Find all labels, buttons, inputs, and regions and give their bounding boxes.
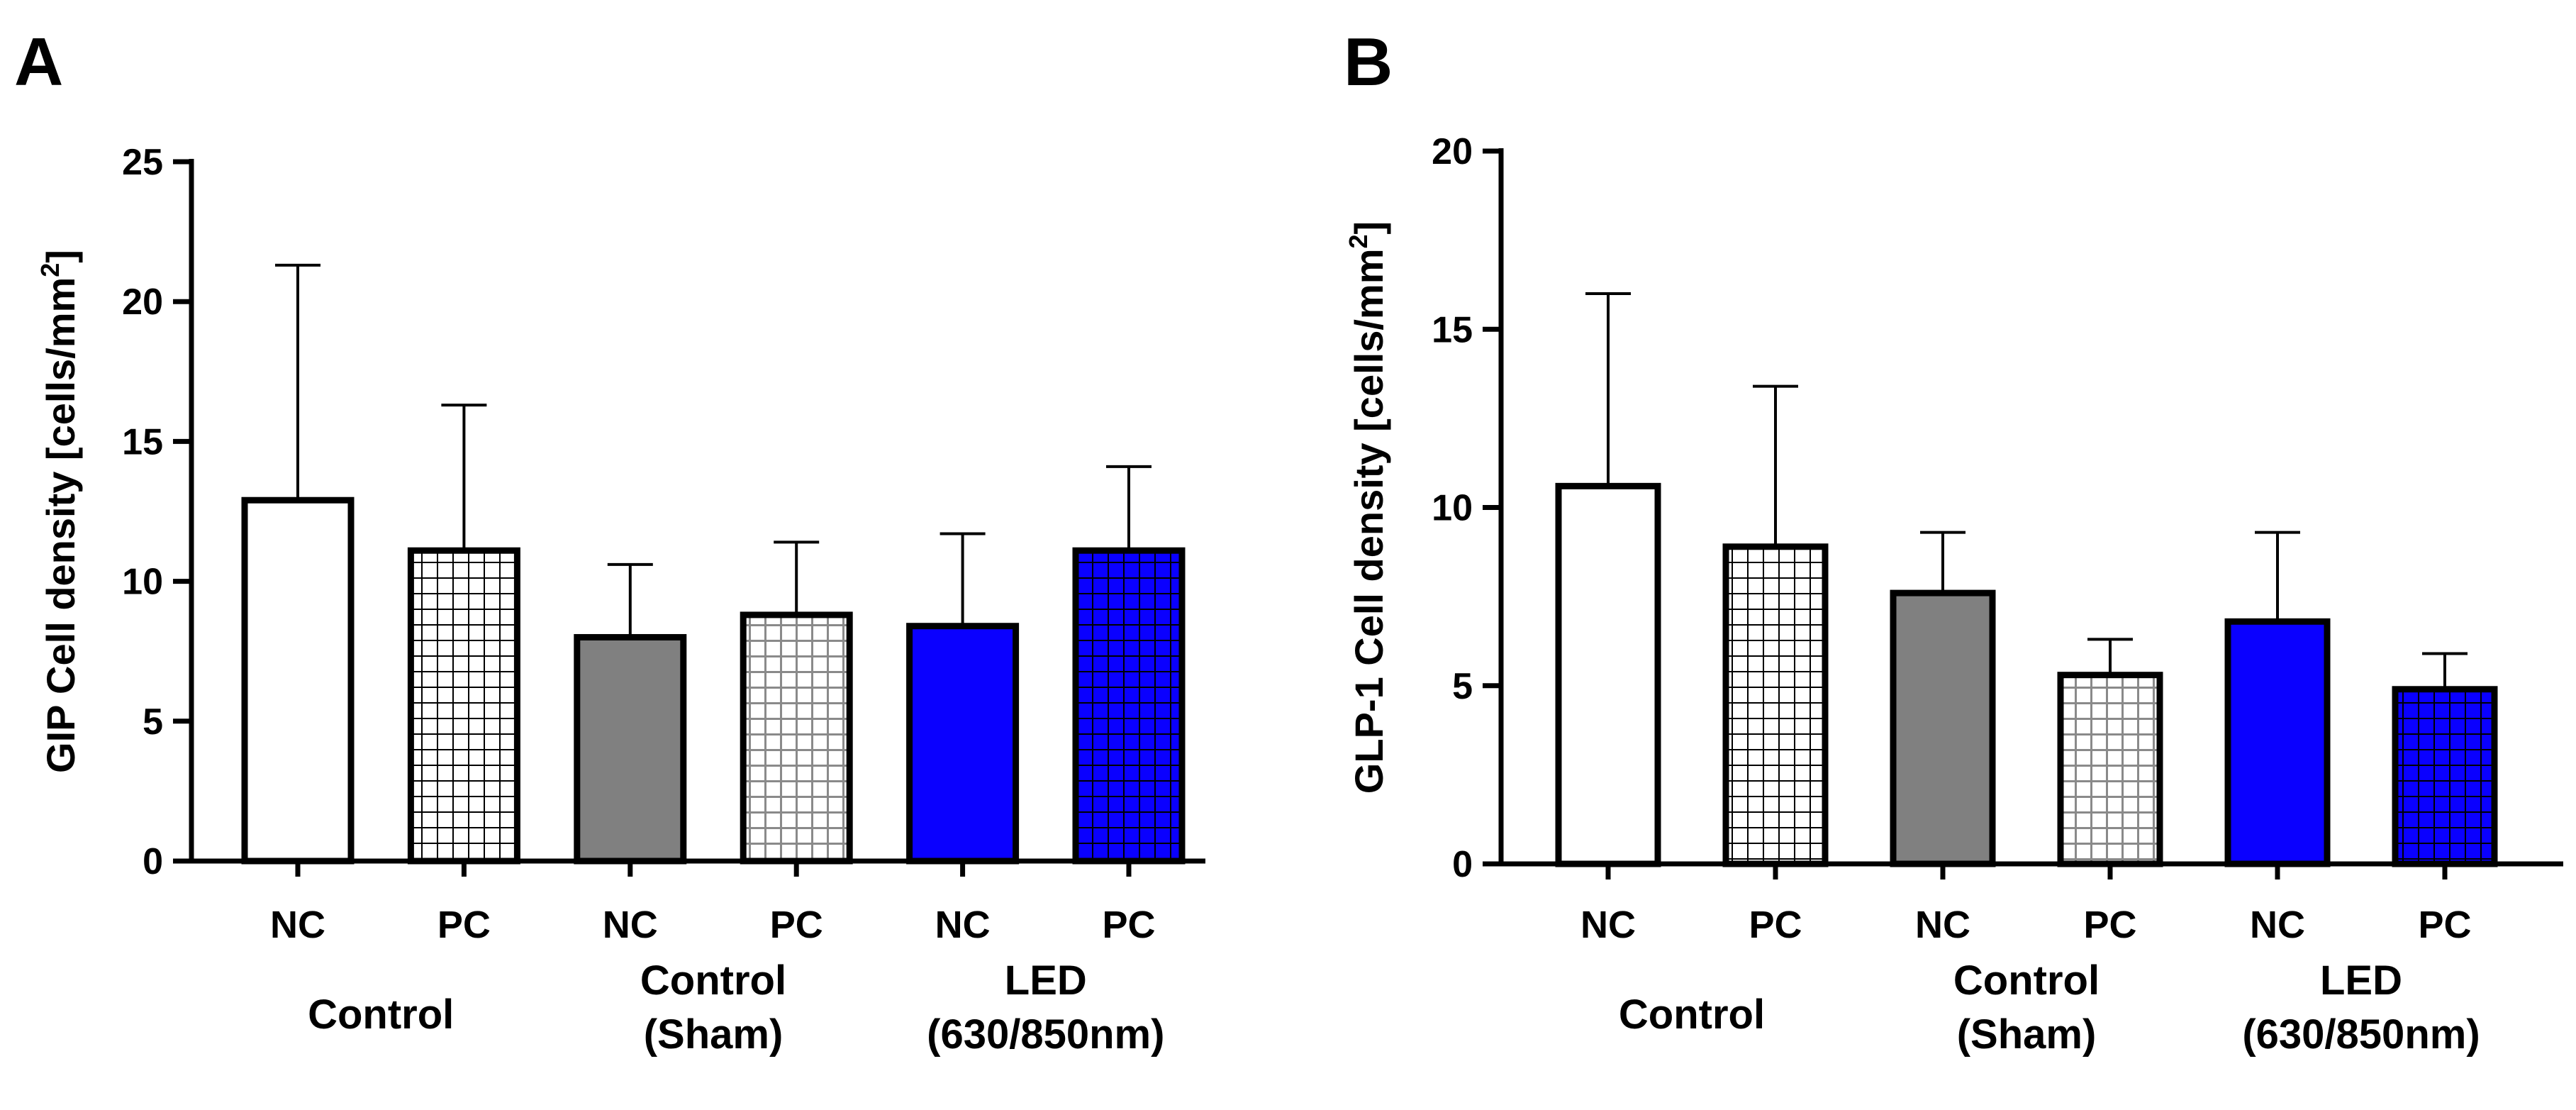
x-tick-label: NC <box>935 904 991 946</box>
y-tick-label: 20 <box>122 282 163 323</box>
group-label: (Sham) <box>644 1011 784 1058</box>
panel-b: B GLP-1 Cell density [cells/mm2] NC PC NC PC N… <box>1344 24 2563 1058</box>
y-tick-label: 0 <box>1452 844 1473 885</box>
x-tick-label: PC <box>2418 904 2471 946</box>
y-tick-label: 10 <box>1432 488 1473 529</box>
y-axis-label: GIP Cell density [cells/mm2] <box>35 250 83 773</box>
y-tick-label: 5 <box>143 701 163 743</box>
x-tick-label: NC <box>1915 904 1970 946</box>
bar <box>2224 618 2331 867</box>
group-label: Control <box>308 992 454 1038</box>
bar <box>1890 589 1996 867</box>
panel-letter: A <box>14 24 63 100</box>
bar <box>407 547 520 865</box>
x-tick-label: NC <box>270 904 325 946</box>
x-tick-label: NC <box>2250 904 2305 946</box>
panel-letter: B <box>1344 24 1393 100</box>
y-tick-label: 10 <box>122 562 163 603</box>
bar <box>906 623 1020 865</box>
y-axis-label: GLP-1 Cell density [cells/mm2] <box>1344 221 1391 794</box>
group-label: Control <box>1619 992 1765 1038</box>
x-tick-label: PC <box>1749 904 1802 946</box>
x-tick-label: NC <box>603 904 658 946</box>
y-tick-label: 5 <box>1452 666 1473 707</box>
group-label: Control <box>1953 958 2100 1004</box>
group-label: LED <box>2320 958 2402 1004</box>
panel-a: A GIP Cell density [cells/mm2] NC PC NC PC NC P… <box>14 24 1205 1058</box>
bar <box>241 496 355 865</box>
y-tick-label: 20 <box>1432 131 1473 172</box>
y-tick-label: 15 <box>1432 309 1473 350</box>
x-tick-label: PC <box>770 904 823 946</box>
bar <box>574 633 687 865</box>
x-tick-label: PC <box>2083 904 2136 946</box>
bar <box>740 611 853 865</box>
group-label: Control <box>640 958 786 1004</box>
x-tick-label: PC <box>1102 904 1155 946</box>
y-tick-label: 15 <box>122 421 163 462</box>
group-label: LED <box>1005 958 1087 1004</box>
bar <box>1072 547 1186 865</box>
bar <box>2057 672 2163 867</box>
bar <box>1722 543 1829 867</box>
bar <box>2392 686 2498 867</box>
x-tick-label: NC <box>1580 904 1636 946</box>
x-tick-label: PC <box>437 904 491 946</box>
y-tick-label: 0 <box>143 841 163 882</box>
chart-root: A GIP Cell density [cells/mm2] NC PC NC PC NC P… <box>14 24 2563 1058</box>
group-label: (630/850nm) <box>2242 1011 2480 1058</box>
group-label: (630/850nm) <box>927 1011 1164 1058</box>
bar <box>1555 482 1661 867</box>
y-tick-label: 25 <box>122 142 163 183</box>
group-label: (Sham) <box>1957 1011 2097 1058</box>
